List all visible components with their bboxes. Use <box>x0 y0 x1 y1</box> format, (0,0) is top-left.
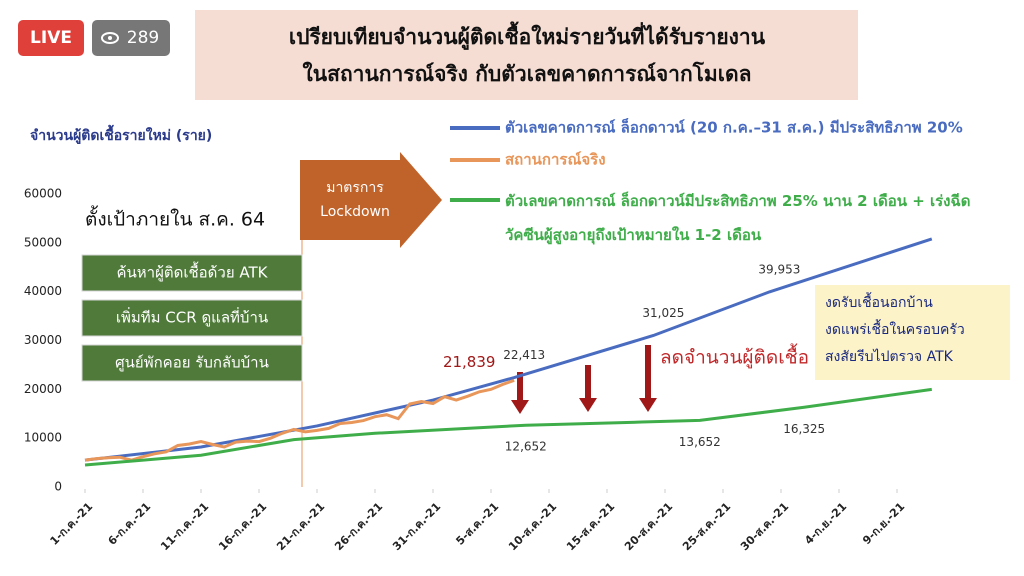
live-badge <box>18 20 84 56</box>
data-label: 16,325 <box>783 422 825 436</box>
x-tick-label: 4-ก.ย.-21 <box>802 500 849 547</box>
x-tick-label: 15-ส.ค.-21 <box>564 500 617 553</box>
x-tick-label: 21-ก.ค.-21 <box>274 500 327 553</box>
lockdown-text: Lockdown <box>320 204 390 220</box>
data-label: 21,839 <box>443 353 496 371</box>
action-text: ค้นหาผู้ติดเชื้อด้วย ATK <box>116 262 268 282</box>
legend-entry: ตัวเลขคาดการณ์ ล็อกดาวน์มีประสิทธิภาพ 25… <box>505 192 971 244</box>
y-tick-label: 10000 <box>24 431 62 445</box>
eye-pupil <box>108 36 112 40</box>
x-tick-label: 30-ส.ค.-21 <box>738 500 791 553</box>
x-tick-label: 9-ก.ย.-21 <box>860 500 907 547</box>
data-label: 39,953 <box>758 262 800 276</box>
x-tick-label: 10-ส.ค.-21 <box>506 500 559 553</box>
x-tick-label: 1-ก.ค.-21 <box>48 500 96 548</box>
data-label: 22,413 <box>503 348 545 362</box>
action-box <box>81 299 303 337</box>
x-tick-label: 20-ส.ค.-21 <box>622 500 675 553</box>
bullet-text: งดรับเชื้อนอกบ้าน <box>825 292 933 311</box>
y-tick-label: 50000 <box>24 235 62 249</box>
action-text: เพิ่มทีม CCR ดูแลที่บ้าน <box>116 307 268 327</box>
bullet-text: งดแพร่เชื้อในครอบครัว <box>825 319 965 338</box>
y-axis-label: จำนวนผู้ติดเชื้อรายใหม่ (ราย) <box>30 124 212 144</box>
x-tick-label: 5-ส.ค.-21 <box>453 500 501 548</box>
lockdown-arrow <box>300 152 442 248</box>
action-box <box>81 344 303 382</box>
bullet-box <box>815 285 1010 380</box>
y-tick-label: 40000 <box>24 284 62 298</box>
y-tick-label: 20000 <box>24 382 62 396</box>
action-box <box>81 254 303 292</box>
data-label: 12,652 <box>505 440 547 454</box>
chart-title: ในสถานการณ์จริง กับตัวเลขคาดการณ์จากโมเด… <box>303 61 752 86</box>
data-label: 13,652 <box>679 435 721 449</box>
x-tick-label: 16-ก.ค.-21 <box>216 500 269 553</box>
y-tick-label: 30000 <box>24 333 62 347</box>
series-line <box>84 387 933 467</box>
eye-icon <box>101 32 119 44</box>
legend-entry: สถานการณ์จริง <box>505 151 606 169</box>
down-arrows <box>511 345 657 414</box>
series-line <box>84 237 933 462</box>
data-label: 31,025 <box>642 306 684 320</box>
chart-title: เปรียบเทียบจำนวนผู้ติดเชื้อใหม่รายวันที่… <box>289 21 766 51</box>
viewer-count: 289 <box>127 28 159 48</box>
action-text: ศูนย์พักคอย รับกลับบ้าน <box>115 354 269 372</box>
series-line <box>84 378 515 462</box>
y-tick-label: 0 <box>54 480 62 494</box>
lockdown-text: มาตรการ <box>326 180 384 196</box>
x-tick-label: 11-ก.ค.-21 <box>158 500 211 553</box>
reduce-text: ลดจำนวนผู้ติดเชื้อ <box>660 344 809 369</box>
x-tick-label: 31-ก.ค.-21 <box>390 500 443 553</box>
y-tick-label: 60000 <box>24 187 62 201</box>
x-tick-label: 25-ส.ค.-21 <box>680 500 733 553</box>
target-text: ตั้งเป้าภายใน ส.ค. 64 <box>85 206 265 231</box>
x-tick-label: 26-ก.ค.-21 <box>332 500 385 553</box>
title-box <box>195 10 858 100</box>
legend-entry: ตัวเลขคาดการณ์ ล็อกดาวน์ (20 ก.ค.–31 ส.ค… <box>505 118 963 137</box>
x-tick-label: 6-ก.ค.-21 <box>106 500 154 548</box>
live-text: LIVE <box>30 28 72 48</box>
bullet-text: สงสัยรีบไปตรวจ ATK <box>825 348 954 365</box>
viewer-badge <box>92 20 170 56</box>
